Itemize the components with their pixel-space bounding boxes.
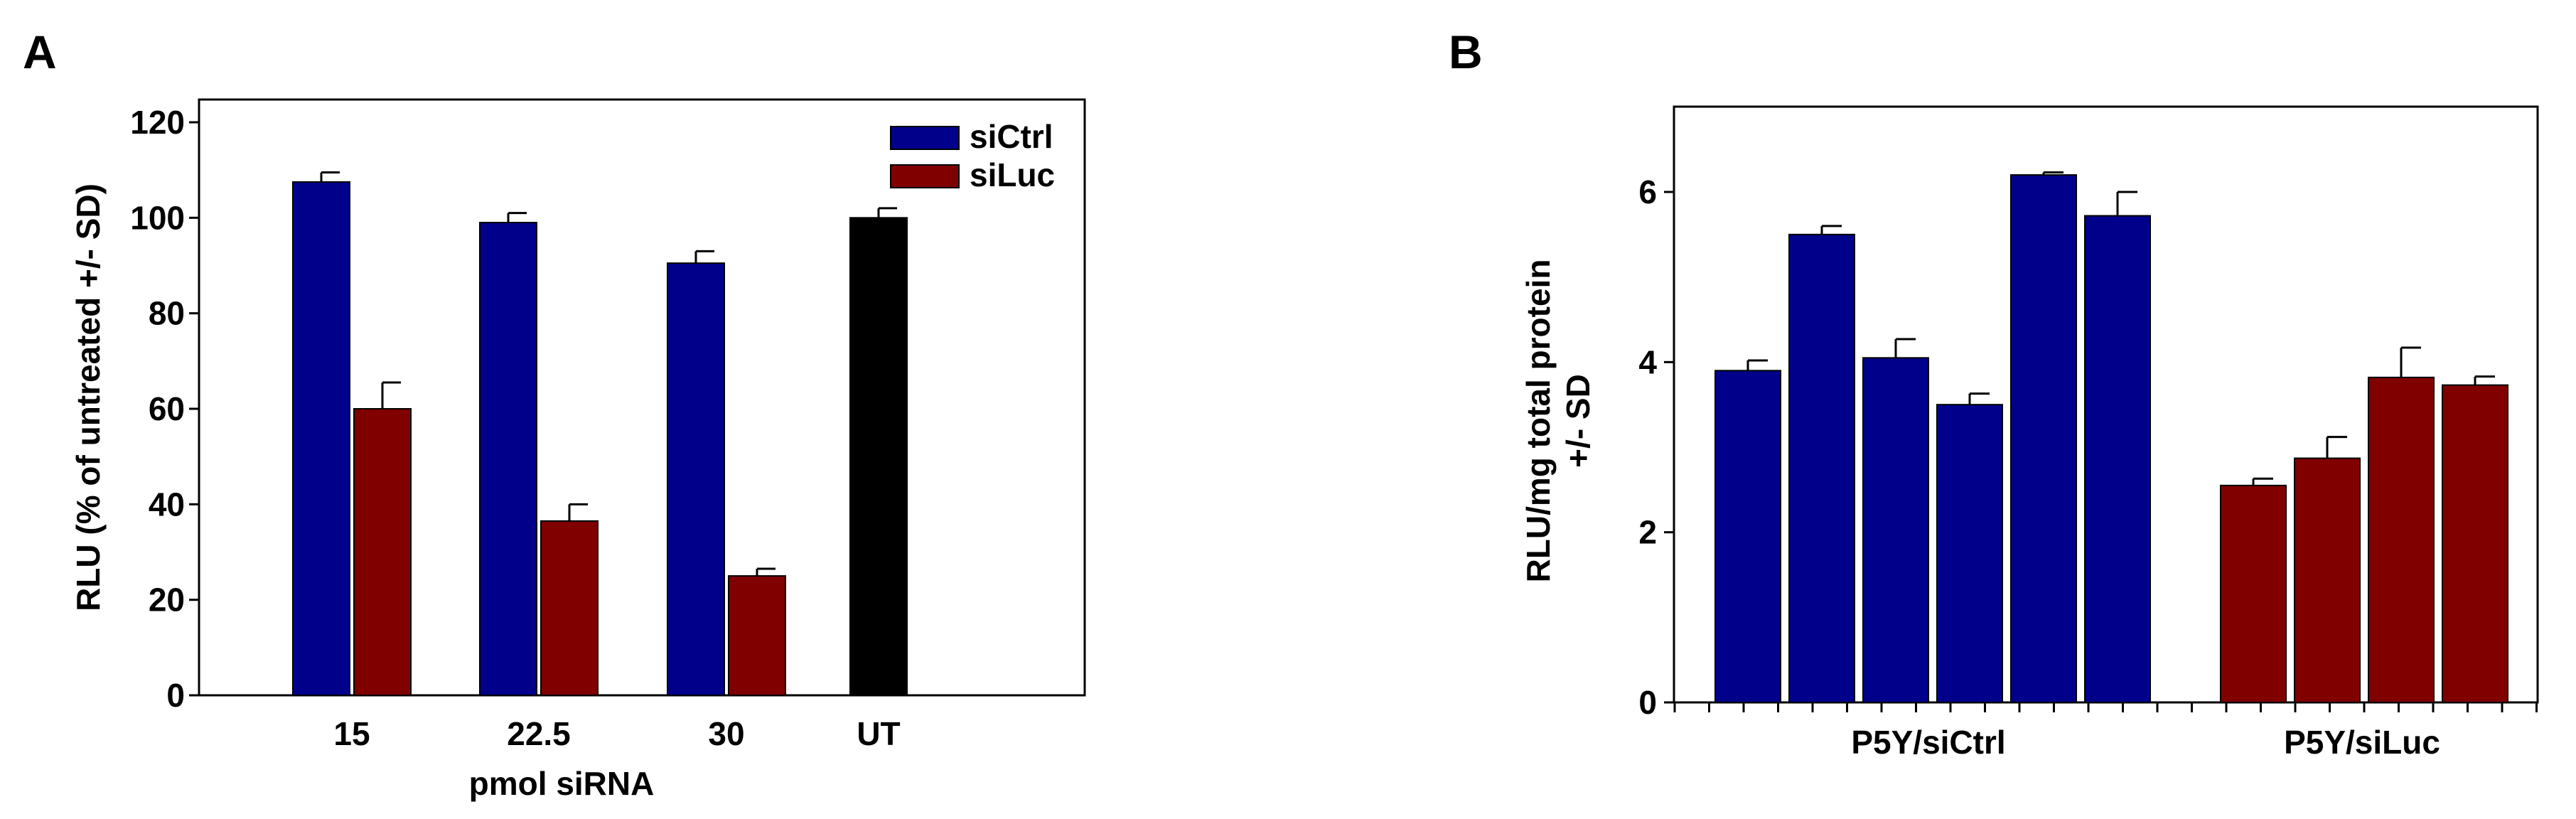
panel-b-bar-siluc-0 — [2220, 484, 2287, 703]
panel-a-y-tick-label: 60 — [149, 390, 185, 427]
legend-label-sictrl: siCtrl — [970, 118, 1053, 155]
panel-b-y-axis-label-line2: +/- SD — [1560, 374, 1596, 468]
panel-b-bars — [1714, 171, 2508, 704]
panel-a-bar-ut-3 — [849, 217, 908, 697]
panel-a-y-axis-label: RLU (% of untreated +/- SD) — [70, 183, 107, 611]
panel-a-y-tick-label: 120 — [130, 104, 185, 141]
legend-swatch-siluc — [890, 164, 960, 188]
panel-b-y-tick-label: 0 — [1638, 684, 1657, 721]
panel-a-x-tick-label: 22.5 — [507, 715, 571, 752]
panel-a: A RLU (% of untreated +/- SD) pmol siRNA… — [23, 26, 1086, 802]
panel-a-x-tick-label: 15 — [333, 715, 370, 752]
panel-a-bar-sictrl-0 — [292, 181, 350, 697]
panel-b-bar-sictrl-1 — [1788, 233, 1855, 704]
panel-b-y-tick-label: 2 — [1638, 514, 1657, 551]
panel-b-bar-siluc-1 — [2294, 457, 2361, 703]
panel-b: B RLU/mg total protein +/- SD 0 2 4 6 P5Y/s… — [1449, 26, 2539, 761]
panel-b-bar-sictrl-2 — [1862, 357, 1929, 703]
panel-b-group-labels: P5Y/siCtrl P5Y/siLuc — [1851, 724, 2440, 761]
panel-b-y-tick-label: 4 — [1638, 343, 1657, 380]
panel-a-bar-siluc-0 — [353, 408, 412, 696]
panel-b-y-tick-label: 6 — [1638, 173, 1657, 210]
legend-swatch-sictrl — [890, 126, 960, 150]
panel-b-group-label: P5Y/siLuc — [2284, 724, 2440, 761]
panel-a-bar-siluc-2 — [728, 575, 786, 696]
panel-a-x-ticks: 15 22.5 30 UT — [333, 715, 900, 752]
panel-a-x-tick-label: UT — [857, 715, 900, 752]
panel-a-bar-sictrl-2 — [667, 262, 725, 696]
panel-b-bar-sictrl-4 — [2010, 174, 2077, 704]
panel-b-x-ticks — [1673, 702, 2538, 712]
panel-a-legend: siCtrl siLuc — [890, 118, 1055, 193]
panel-a-label: A — [23, 26, 57, 78]
panel-b-group-label: P5Y/siCtrl — [1851, 724, 2005, 761]
legend-label-siluc: siLuc — [970, 156, 1055, 193]
panel-a-y-tick-label: 20 — [149, 582, 185, 619]
panel-b-bar-siluc-2 — [2368, 376, 2435, 704]
panel-a-y-tick-label: 100 — [130, 199, 185, 236]
panel-a-y-tick-label: 0 — [166, 677, 185, 714]
panel-a-x-axis-label: pmol siRNA — [469, 765, 655, 802]
panel-b-bar-sictrl-3 — [1936, 404, 2003, 704]
panel-a-y-tick-label: 40 — [149, 486, 185, 523]
panel-a-plot-frame — [198, 98, 1086, 697]
panel-a-y-tick-label: 80 — [149, 295, 185, 332]
panel-a-x-tick-label: 30 — [708, 715, 744, 752]
panel-a-bars — [292, 171, 908, 697]
panel-a-bar-sictrl-1 — [479, 222, 537, 696]
panel-b-y-ticks: 0 2 4 6 — [1638, 173, 1674, 721]
panel-b-bar-siluc-3 — [2442, 384, 2508, 703]
panel-b-label: B — [1449, 26, 1483, 78]
panel-b-bar-sictrl-0 — [1714, 370, 1781, 703]
panel-a-y-ticks: 0 20 40 60 80 100 120 — [130, 104, 199, 714]
panel-b-bar-sictrl-5 — [2084, 215, 2151, 703]
panel-b-y-axis-label-line1: RLU/mg total protein — [1520, 259, 1557, 583]
panel-a-bar-siluc-1 — [540, 520, 599, 697]
